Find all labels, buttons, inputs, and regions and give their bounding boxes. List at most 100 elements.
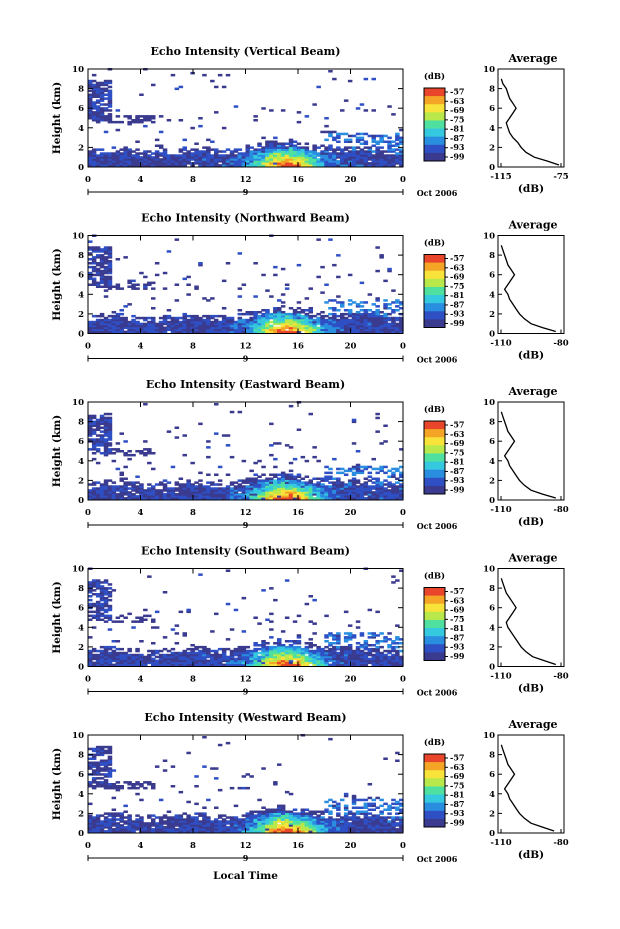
heatmap-cell	[103, 614, 109, 618]
heatmap-cell	[229, 326, 235, 330]
heatmap-cell	[99, 416, 105, 420]
heatmap-cell	[241, 826, 247, 829]
heatmap-cell	[391, 497, 396, 500]
heatmap-cell	[343, 812, 349, 815]
heatmap-cell	[296, 497, 302, 500]
avg-x-tick-label: -75	[553, 172, 568, 182]
heatmap-cell	[103, 328, 109, 332]
heatmap-cell	[229, 830, 235, 833]
heatmap-cell	[269, 824, 274, 827]
heatmap-cell	[135, 140, 140, 143]
heatmap-cell	[284, 579, 290, 582]
heatmap-cell	[186, 657, 191, 661]
heatmap-cell	[296, 826, 302, 829]
heatmap-cell	[273, 479, 278, 482]
heatmap-cell	[324, 146, 329, 149]
heatmap-cell	[131, 119, 136, 122]
heatmap-cell	[355, 160, 361, 163]
heatmap-cell	[347, 818, 353, 821]
heatmap-cell	[391, 289, 396, 292]
heatmap-cell	[154, 322, 160, 326]
heatmap-cell	[127, 322, 132, 326]
heatmap-cell	[288, 647, 294, 651]
heatmap-cell	[355, 812, 361, 815]
heatmap-cell	[336, 495, 341, 498]
heatmap-cell	[367, 322, 373, 326]
heatmap-cell	[154, 491, 160, 494]
heatmap-cell	[115, 493, 121, 496]
heatmap-cell	[280, 475, 286, 478]
heatmap-cell	[214, 497, 219, 500]
heatmap-cell	[383, 156, 388, 159]
heatmap-cell	[91, 773, 97, 776]
heatmap-cell	[225, 485, 231, 488]
heatmap-cell	[103, 448, 109, 451]
heatmap-cell	[340, 649, 345, 653]
heatmap-cell	[158, 491, 164, 494]
heatmap-cell	[186, 479, 191, 482]
avg-y-tick-label: 2	[489, 643, 495, 653]
heatmap-cell	[375, 328, 380, 332]
heatmap-cell	[296, 649, 302, 653]
avg-y-tick-label: 8	[489, 418, 495, 428]
heatmap-cell	[316, 659, 321, 663]
heatmap-cell	[296, 642, 302, 645]
heatmap-cell	[391, 471, 396, 475]
heatmap-cell	[332, 326, 337, 330]
heatmap-cell	[324, 164, 329, 167]
heatmap-cell	[328, 154, 333, 157]
heatmap-cell	[399, 448, 404, 451]
heatmap-cell	[269, 485, 274, 488]
date-label: Oct 2006	[417, 188, 458, 198]
heatmap-cell	[151, 642, 156, 645]
heatmap-cell	[359, 824, 365, 827]
heatmap-cell	[103, 589, 109, 592]
heatmap-cell	[245, 657, 250, 661]
heatmap-cell	[182, 156, 187, 159]
avg-y-tick-label: 8	[489, 251, 495, 261]
heatmap-cell	[237, 651, 243, 655]
heatmap-cell	[170, 765, 176, 768]
heatmap-cell	[107, 97, 113, 100]
heatmap-cell	[95, 326, 101, 330]
heatmap-cell	[143, 330, 148, 334]
heatmap-cell	[154, 326, 160, 330]
heatmap-cell	[107, 759, 113, 762]
heatmap-cell	[277, 485, 282, 488]
heatmap-cell	[359, 659, 365, 663]
heatmap-cell	[280, 659, 286, 663]
heatmap-cell	[261, 644, 266, 647]
heatmap-cell	[284, 663, 290, 667]
heatmap-cell	[95, 418, 101, 422]
heatmap-cell	[277, 644, 282, 647]
heatmap-cell	[99, 749, 105, 753]
heatmap-cell	[395, 651, 400, 655]
heatmap-cell	[387, 160, 392, 163]
heatmap-cell	[217, 491, 223, 494]
heatmap-cell	[328, 816, 333, 819]
heatmap-cell	[277, 653, 282, 657]
heatmap-cell	[198, 124, 203, 128]
heatmap-cell	[257, 651, 262, 655]
heatmap-cell	[371, 150, 376, 153]
heatmap-cell	[111, 489, 117, 492]
heatmap-cell	[387, 659, 392, 663]
heatmap-cell	[143, 117, 148, 120]
heatmap-cell	[194, 152, 199, 155]
heatmap-cell	[379, 645, 384, 649]
heatmap-cell	[154, 826, 160, 829]
heatmap-cell	[292, 808, 298, 811]
heatmap-cell	[355, 150, 361, 153]
colorbar-swatch	[424, 128, 445, 138]
heatmap-cell	[347, 632, 353, 635]
heatmap-cell	[182, 828, 187, 831]
heatmap-cell	[147, 328, 152, 332]
heatmap-cell	[355, 822, 361, 825]
heatmap-cell	[245, 481, 250, 484]
heatmap-cell	[111, 314, 117, 318]
heatmap-cell	[135, 322, 140, 326]
heatmap-cell	[316, 495, 321, 498]
heatmap-cell	[375, 318, 380, 322]
heatmap-cell	[375, 314, 380, 318]
heatmap-cell	[111, 146, 117, 149]
